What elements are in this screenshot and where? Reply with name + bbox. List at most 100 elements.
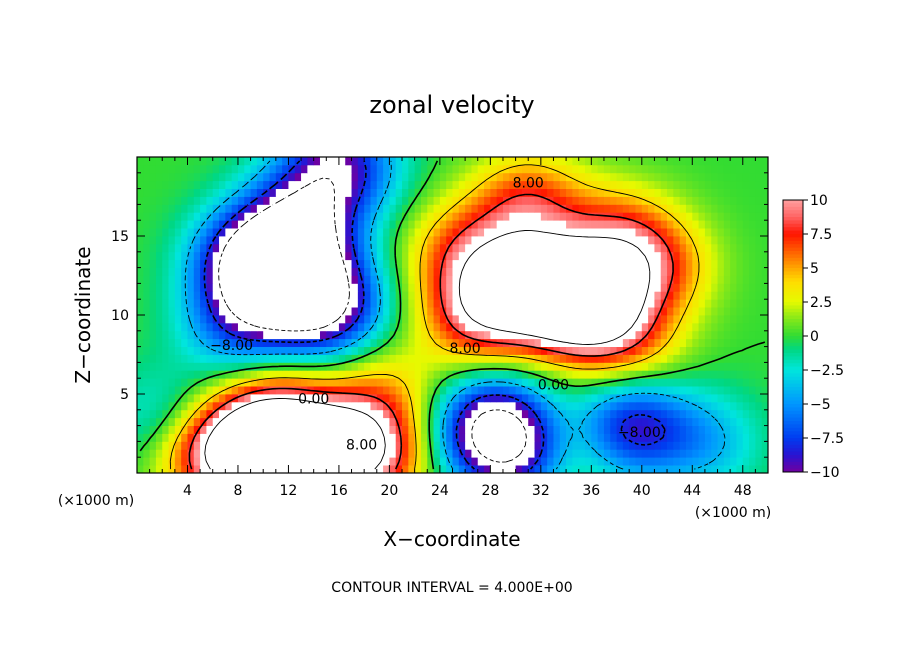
heatmap-cell bbox=[345, 465, 352, 474]
heatmap-cell bbox=[528, 346, 535, 355]
colorbar-swatch bbox=[783, 393, 803, 398]
heatmap-cell bbox=[749, 204, 756, 213]
heatmap-cell bbox=[521, 417, 529, 426]
heatmap-cell bbox=[263, 465, 270, 474]
heatmap-cell bbox=[742, 188, 750, 197]
heatmap-cell bbox=[364, 354, 371, 363]
heatmap-cell bbox=[231, 322, 239, 332]
heatmap-cell bbox=[458, 283, 466, 292]
heatmap-cell bbox=[338, 346, 346, 355]
heatmap-cell bbox=[137, 204, 144, 213]
heatmap-cell bbox=[591, 188, 599, 197]
heatmap-cell bbox=[408, 354, 416, 363]
heatmap-cell bbox=[269, 164, 277, 174]
heatmap-cell bbox=[477, 465, 485, 474]
heatmap-cell bbox=[250, 307, 258, 316]
heatmap-cell bbox=[635, 346, 643, 355]
heatmap-cell bbox=[319, 386, 327, 395]
heatmap-cell bbox=[193, 283, 201, 292]
heatmap-cell bbox=[294, 291, 302, 300]
heatmap-cell bbox=[540, 220, 548, 229]
heatmap-cell bbox=[521, 370, 529, 379]
heatmap-cell bbox=[149, 401, 157, 411]
heatmap-cell bbox=[282, 409, 289, 419]
heatmap-cell bbox=[471, 401, 479, 411]
heatmap-cell bbox=[471, 283, 479, 292]
heatmap-cell bbox=[572, 378, 580, 387]
heatmap-cell bbox=[591, 362, 599, 371]
heatmap-cell bbox=[566, 346, 573, 355]
heatmap-cell bbox=[338, 204, 346, 213]
heatmap-cell bbox=[673, 172, 681, 182]
heatmap-cell bbox=[502, 259, 510, 268]
heatmap-cell bbox=[528, 457, 535, 466]
heatmap-cell bbox=[351, 180, 359, 189]
heatmap-cell bbox=[667, 307, 674, 316]
heatmap-cell bbox=[155, 417, 163, 426]
heatmap-cell bbox=[534, 441, 542, 450]
heatmap-cell bbox=[383, 251, 390, 261]
heatmap-cell bbox=[736, 394, 744, 403]
heatmap-cell bbox=[376, 449, 384, 458]
heatmap-cell bbox=[622, 164, 630, 174]
heatmap-cell bbox=[717, 322, 725, 332]
heatmap-cell bbox=[610, 401, 617, 411]
heatmap-cell bbox=[307, 465, 315, 474]
heatmap-cell bbox=[301, 322, 308, 332]
heatmap-cell bbox=[244, 172, 251, 182]
colorbar-swatch bbox=[783, 397, 803, 402]
heatmap-cell bbox=[534, 228, 542, 237]
heatmap-cell bbox=[648, 236, 655, 245]
heatmap-cell bbox=[420, 409, 428, 419]
heatmap-cell bbox=[761, 259, 769, 268]
heatmap-cell bbox=[711, 188, 718, 197]
colorbar-swatch bbox=[783, 230, 803, 235]
heatmap-cell bbox=[515, 196, 523, 205]
heatmap-cell bbox=[193, 259, 201, 268]
heatmap-cell bbox=[465, 157, 472, 166]
heatmap-cell bbox=[490, 386, 498, 395]
heatmap-cell bbox=[231, 251, 239, 261]
heatmap-cell bbox=[761, 291, 769, 300]
heatmap-cell bbox=[395, 401, 403, 411]
heatmap-cell bbox=[294, 188, 302, 197]
heatmap-cell bbox=[685, 164, 693, 174]
heatmap-cell bbox=[641, 228, 649, 237]
colorbar-swatch bbox=[783, 234, 803, 238]
heatmap-cell bbox=[452, 401, 460, 411]
heatmap-cell bbox=[225, 362, 233, 371]
heatmap-cell bbox=[168, 299, 176, 308]
heatmap-cell bbox=[635, 354, 643, 363]
heatmap-cell bbox=[597, 267, 605, 276]
heatmap-cell bbox=[742, 322, 750, 332]
heatmap-cell bbox=[408, 251, 416, 261]
heatmap-cell bbox=[414, 330, 422, 340]
heatmap-cell bbox=[742, 433, 750, 442]
heatmap-cell bbox=[502, 433, 510, 442]
heatmap-cell bbox=[219, 322, 226, 332]
heatmap-cell bbox=[212, 275, 220, 284]
heatmap-cell bbox=[572, 228, 580, 237]
heatmap-cell bbox=[679, 425, 687, 434]
heatmap-cell bbox=[471, 267, 479, 276]
heatmap-cell bbox=[761, 465, 769, 474]
heatmap-cell bbox=[174, 196, 182, 205]
heatmap-cell bbox=[301, 307, 308, 316]
heatmap-cell bbox=[528, 188, 535, 197]
heatmap-cell bbox=[641, 267, 649, 276]
heatmap-cell bbox=[225, 338, 233, 347]
heatmap-cell bbox=[591, 251, 599, 261]
heatmap-cell bbox=[345, 394, 352, 403]
heatmap-cell bbox=[749, 433, 756, 442]
heatmap-cell bbox=[143, 188, 151, 197]
heatmap-cell bbox=[155, 354, 163, 363]
heatmap-cell bbox=[711, 164, 718, 174]
heatmap-cell bbox=[162, 449, 169, 458]
heatmap-cell bbox=[648, 307, 655, 316]
heatmap-cell bbox=[452, 291, 460, 300]
heatmap-cell bbox=[301, 441, 308, 450]
heatmap-cell bbox=[294, 449, 302, 458]
heatmap-cell bbox=[465, 417, 472, 426]
heatmap-cell bbox=[237, 172, 245, 182]
heatmap-cell bbox=[635, 172, 643, 182]
